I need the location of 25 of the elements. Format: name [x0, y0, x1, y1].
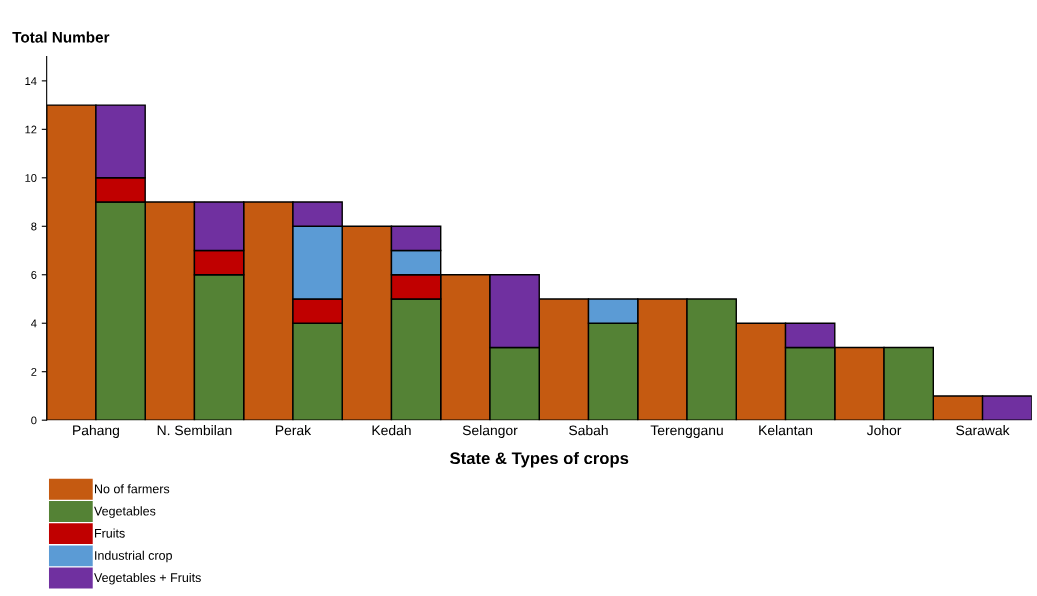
y-tick-label: 14	[25, 77, 37, 85]
x-axis-title: State & Types of crops	[450, 451, 629, 468]
legend-label: No of farmers	[95, 484, 170, 494]
x-tick-label: Sarawak	[956, 425, 1010, 436]
legend-label: Fruits	[95, 528, 125, 538]
x-tick-label: Perak	[275, 425, 312, 436]
y-tick-label: 2	[31, 367, 37, 376]
y-tick-label: 0	[31, 416, 37, 425]
legend-label: Vegetables + Fruits	[94, 572, 201, 585]
x-tick-label: Kelantan	[759, 425, 813, 436]
legend-label: Industrial crop	[95, 550, 172, 563]
x-tick-label: Kedah	[372, 425, 411, 436]
x-tick-label: Sabah	[569, 425, 608, 436]
x-tick-label: Johor	[866, 425, 902, 436]
x-tick-label: Selangor	[462, 425, 518, 438]
x-tick-label: Pahang	[73, 425, 119, 438]
y-axis-title: Total Number	[12, 31, 110, 43]
y-tick-label: 12	[25, 125, 37, 134]
y-tick-label: 4	[31, 319, 37, 328]
legend-label: Vegetables	[94, 506, 156, 518]
y-tick-label: 10	[25, 174, 37, 182]
y-tick-label: 6	[31, 271, 37, 279]
y-tick-label: 8	[31, 222, 37, 231]
x-tick-label: N. Sembilan	[157, 425, 232, 436]
x-tick-label: Terengganu	[650, 425, 723, 438]
